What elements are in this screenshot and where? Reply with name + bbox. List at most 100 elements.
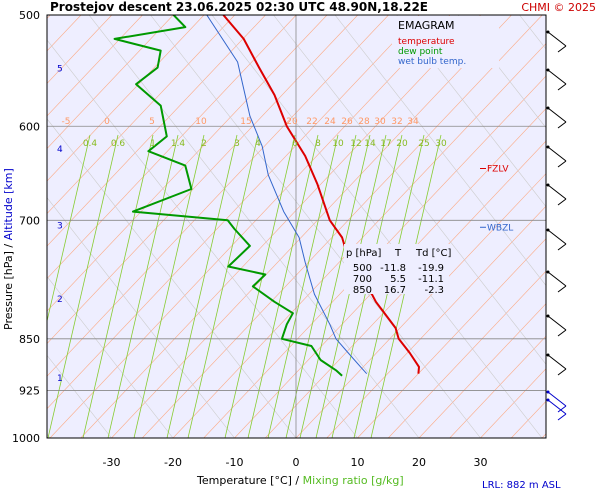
isotherm-label: 30 bbox=[374, 117, 386, 127]
altitude-tick-label: 4 bbox=[57, 145, 63, 155]
isotherm-label: 10 bbox=[195, 117, 207, 127]
sounding-table: p [hPa] T Td [°C] 500 -11.8 -19.9 700 5.… bbox=[344, 244, 452, 296]
mixing-ratio-line bbox=[107, 134, 179, 438]
mixing-ratio-label: 6 bbox=[292, 139, 298, 149]
table-cell: -11.1 bbox=[418, 274, 444, 285]
adiabat-line bbox=[88, 15, 420, 438]
mixing-ratio-line bbox=[47, 134, 91, 323]
wind-barb-dot bbox=[546, 183, 550, 187]
mixing-ratio-label: 25 bbox=[418, 139, 429, 149]
mixing-ratio-label: 4 bbox=[255, 139, 261, 149]
adiabat-line bbox=[581, 15, 600, 438]
isotherm-label: -5 bbox=[62, 117, 71, 127]
isotherm-line bbox=[172, 43, 546, 438]
isotherm-line bbox=[449, 335, 546, 438]
adiabat-line bbox=[457, 15, 546, 129]
x-tick-label: -30 bbox=[103, 456, 121, 469]
wind-barb bbox=[546, 353, 567, 376]
isotherm-line bbox=[418, 303, 546, 438]
wind-barb-staff bbox=[547, 31, 567, 47]
isotherm-line bbox=[541, 433, 546, 438]
wind-barb-flag bbox=[557, 198, 567, 206]
wind-barb-flag bbox=[557, 413, 567, 421]
wind-barb-flag bbox=[557, 160, 567, 168]
wind-barb-flag bbox=[557, 83, 567, 91]
series-line-dew-point bbox=[113, 15, 343, 377]
isotherm-line bbox=[357, 238, 546, 438]
mixing-ratio-line bbox=[224, 134, 296, 438]
isotherm-line bbox=[203, 75, 546, 438]
series-line-temperature bbox=[222, 15, 420, 374]
altitude-tick-label: 3 bbox=[57, 222, 63, 232]
table-cell: 700 bbox=[353, 274, 372, 285]
mixing-ratio-label: 0.6 bbox=[111, 139, 126, 149]
mixing-ratio-line bbox=[299, 134, 371, 438]
wind-barb-dot bbox=[546, 353, 550, 357]
adiabat-line bbox=[211, 15, 543, 438]
grid-layer bbox=[47, 15, 600, 438]
mixing-ratio-label: 30 bbox=[435, 139, 447, 149]
wind-barb-staff bbox=[547, 107, 567, 123]
isotherm-line bbox=[388, 270, 546, 438]
mixing-ratio-label: 3 bbox=[234, 139, 240, 149]
isotherm-line bbox=[47, 15, 143, 117]
pressure-tick-label: 500 bbox=[19, 9, 40, 22]
table-header-p: p [hPa] bbox=[346, 248, 381, 259]
mixing-ratio-label: 12 bbox=[350, 139, 361, 149]
isotherm-line bbox=[47, 15, 358, 345]
table-cell: 5.5 bbox=[390, 274, 406, 285]
y-axis-title-altitude: Altitude [km] bbox=[2, 168, 15, 240]
isotherm-label: 28 bbox=[358, 117, 370, 127]
level-label: FZLV bbox=[487, 165, 509, 175]
legend-box bbox=[392, 16, 499, 68]
mixing-ratio-label: 20 bbox=[396, 139, 408, 149]
x-tick-label: -10 bbox=[226, 456, 244, 469]
isotherm-label: 22 bbox=[306, 117, 317, 127]
table-cell: 16.7 bbox=[384, 285, 406, 296]
adiabat-line bbox=[273, 15, 546, 365]
wind-barb-dot bbox=[546, 228, 550, 232]
x-axis-title-temperature: Temperature [°C] / bbox=[196, 474, 303, 487]
adiabat-line bbox=[334, 15, 546, 286]
table-cell: -11.8 bbox=[380, 263, 406, 274]
wind-barb-dot bbox=[546, 145, 550, 149]
mixing-ratio-label: 17 bbox=[380, 139, 391, 149]
isotherm-line bbox=[49, 15, 451, 438]
wind-barb-flag bbox=[557, 368, 567, 376]
credit-text: CHMI © 2025 bbox=[521, 1, 596, 14]
sounding-table-bg bbox=[344, 244, 449, 294]
legend-dewpoint: dew point bbox=[398, 47, 443, 57]
pressure-tick-label: 850 bbox=[19, 333, 40, 346]
adiabat-line bbox=[150, 15, 481, 438]
table-cell: -2.3 bbox=[424, 285, 444, 296]
wind-barb bbox=[546, 30, 567, 53]
isotherm-line bbox=[47, 15, 266, 247]
adiabat-line bbox=[47, 354, 112, 438]
mixing-ratio-line bbox=[285, 134, 357, 438]
adiabat-line bbox=[47, 276, 174, 438]
adiabat-line bbox=[396, 15, 546, 208]
wind-barb-dot bbox=[546, 314, 550, 318]
wind-barb-flag bbox=[557, 405, 567, 413]
altitude-tick-label: 2 bbox=[57, 295, 63, 305]
level-label: WBZL bbox=[487, 223, 513, 233]
isotherm-line bbox=[234, 108, 546, 438]
isotherm-line bbox=[573, 15, 600, 438]
wind-barb-staff bbox=[547, 315, 567, 331]
isotherm-line bbox=[80, 15, 481, 438]
wind-barb-flag bbox=[557, 45, 567, 53]
isotherm-line bbox=[111, 15, 512, 438]
wind-barb-staff bbox=[547, 229, 567, 245]
isotherm-line bbox=[142, 15, 543, 438]
isotherm-line bbox=[47, 15, 174, 149]
mixing-ratio-line bbox=[187, 134, 259, 438]
isotherm-line bbox=[47, 15, 297, 280]
pressure-tick-label: 1000 bbox=[12, 432, 40, 445]
wind-barb-dot bbox=[546, 106, 550, 110]
mixing-ratio-line bbox=[166, 134, 238, 438]
table-cell: 500 bbox=[353, 263, 372, 274]
mixing-ratio-label: 0.4 bbox=[83, 139, 98, 149]
lrl-text: LRL: 882 m ASL bbox=[482, 480, 561, 491]
wind-barb-dot bbox=[546, 270, 550, 274]
